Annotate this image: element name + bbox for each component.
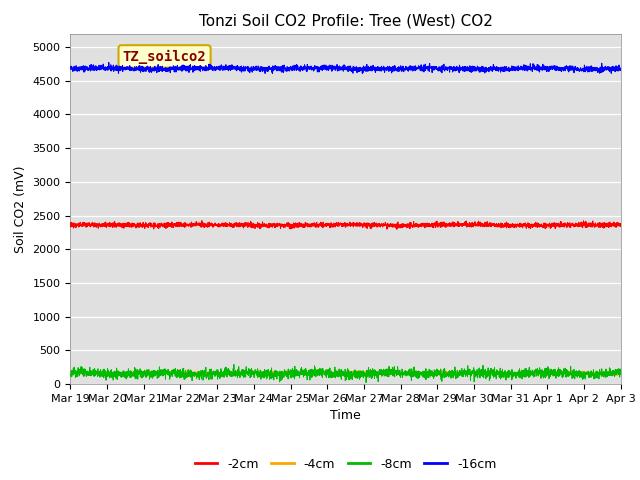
Text: TZ_soilco2: TZ_soilco2: [123, 49, 207, 63]
Legend: -2cm, -4cm, -8cm, -16cm: -2cm, -4cm, -8cm, -16cm: [190, 453, 501, 476]
X-axis label: Time: Time: [330, 409, 361, 422]
Title: Tonzi Soil CO2 Profile: Tree (West) CO2: Tonzi Soil CO2 Profile: Tree (West) CO2: [198, 13, 493, 28]
Y-axis label: Soil CO2 (mV): Soil CO2 (mV): [14, 165, 27, 252]
